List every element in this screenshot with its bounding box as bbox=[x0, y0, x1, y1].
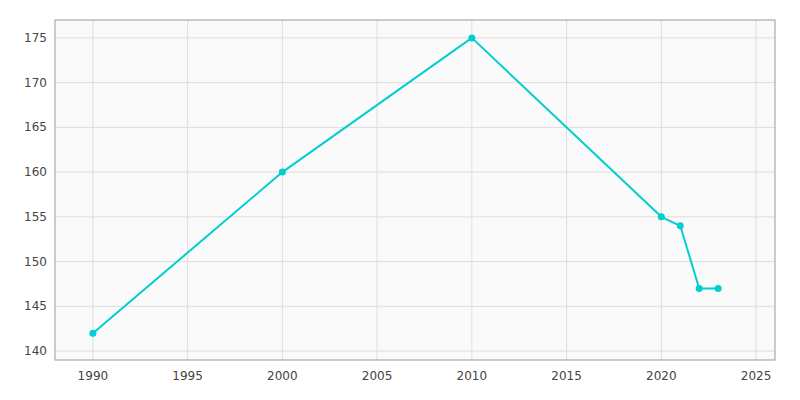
x-tick-label: 2010 bbox=[457, 369, 488, 383]
y-tick-label: 150 bbox=[24, 255, 47, 269]
point bbox=[468, 34, 475, 41]
y-grid-line bbox=[55, 261, 775, 262]
x-tick-label: 2005 bbox=[362, 369, 393, 383]
point bbox=[696, 285, 703, 292]
y-tick-label: 160 bbox=[24, 165, 47, 179]
point bbox=[677, 222, 684, 229]
x-grid-line bbox=[756, 20, 757, 360]
x-tick-label: 2015 bbox=[551, 369, 582, 383]
tick-labels: 1990 1995 2000 2005 2010 2015 2020 2025 140 145 15… bbox=[24, 31, 771, 383]
y-grid-line bbox=[55, 351, 775, 352]
point bbox=[279, 169, 286, 176]
point bbox=[658, 213, 665, 220]
x-grid-line bbox=[661, 20, 662, 360]
chart-container: 1990 1995 2000 2005 2010 2015 2020 2025 140 145 15… bbox=[0, 0, 800, 400]
x-grid-line bbox=[471, 20, 472, 360]
x-tick-label: 2025 bbox=[741, 369, 772, 383]
y-grid-line bbox=[55, 37, 775, 38]
x-grid-line bbox=[566, 20, 567, 360]
y-tick-label: 165 bbox=[24, 120, 47, 134]
x-grid-line bbox=[92, 20, 93, 360]
x-tick-label: 2000 bbox=[267, 369, 298, 383]
chart-svg: 1990 1995 2000 2005 2010 2015 2020 2025 140 145 15… bbox=[0, 0, 800, 400]
point bbox=[89, 330, 96, 337]
grid bbox=[55, 20, 775, 360]
x-tick-label: 2020 bbox=[646, 369, 677, 383]
y-grid-line bbox=[55, 172, 775, 173]
y-tick-label: 170 bbox=[24, 76, 47, 90]
plot-background bbox=[55, 20, 775, 360]
series bbox=[89, 34, 721, 336]
x-grid-line bbox=[187, 20, 188, 360]
y-tick-label: 155 bbox=[24, 210, 47, 224]
y-grid-line bbox=[55, 127, 775, 128]
plot-frame bbox=[55, 20, 775, 360]
y-grid-line bbox=[55, 306, 775, 307]
point bbox=[715, 285, 722, 292]
x-tick-label: 1990 bbox=[78, 369, 109, 383]
x-tick-label: 1995 bbox=[172, 369, 203, 383]
x-grid-line bbox=[282, 20, 283, 360]
y-tick-label: 145 bbox=[24, 299, 47, 313]
y-tick-label: 140 bbox=[24, 344, 47, 358]
line bbox=[93, 38, 718, 333]
y-grid-line bbox=[55, 82, 775, 83]
y-grid-line bbox=[55, 216, 775, 217]
y-tick-label: 175 bbox=[24, 31, 47, 45]
x-grid-line bbox=[377, 20, 378, 360]
